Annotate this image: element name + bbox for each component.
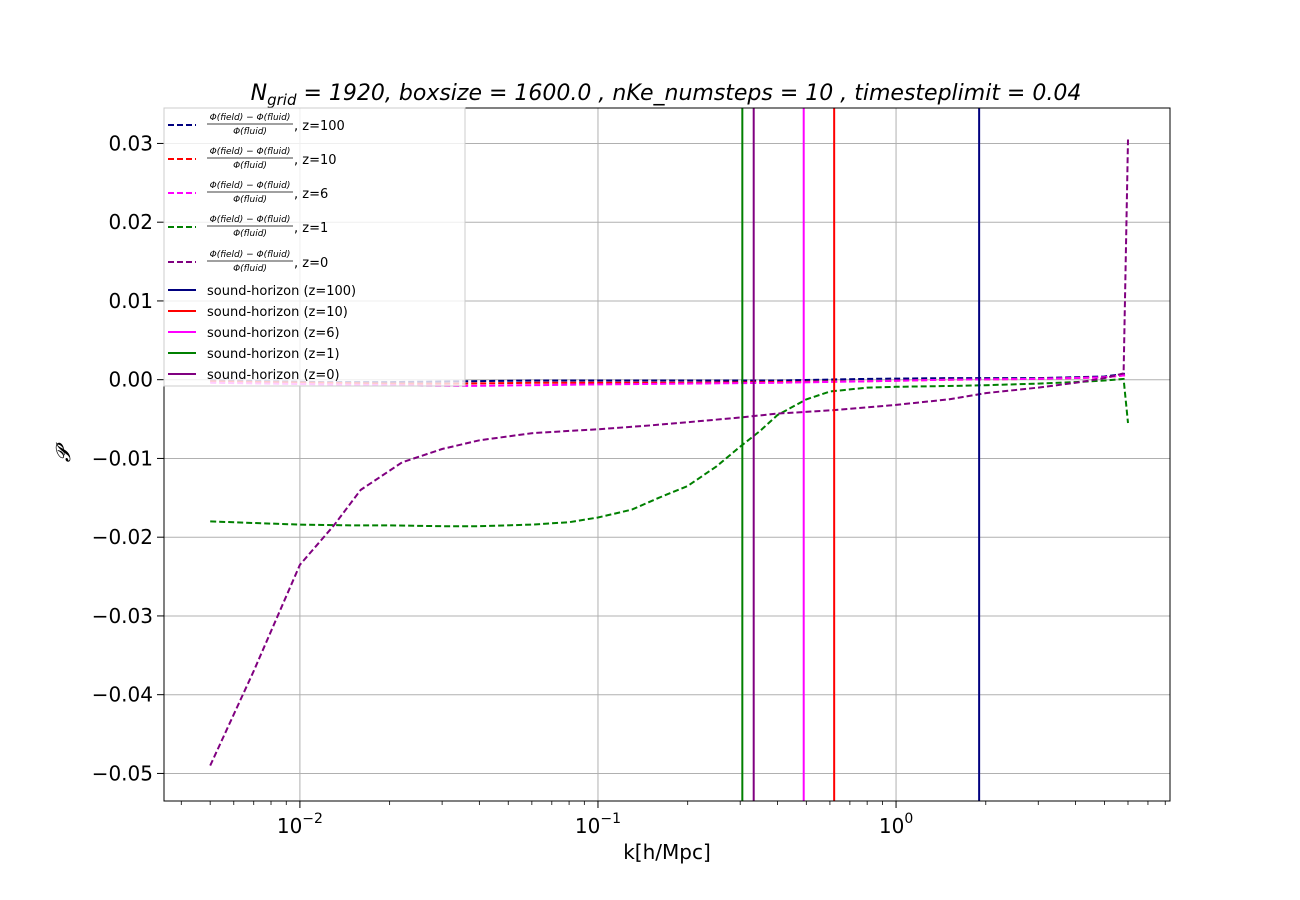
series-lines bbox=[209, 139, 1129, 767]
x-axis-ticks: 10−2 10−1 100 bbox=[277, 801, 913, 838]
legend-fraction-denominator: Φ(fluid) bbox=[233, 127, 267, 137]
legend-fraction-numerator: Φ(field) − Φ(fluid) bbox=[210, 113, 291, 123]
legend: Φ(field) − Φ(fluid)Φ(fluid), z=100Φ(fiel… bbox=[163, 107, 466, 387]
y-tick-label: −0.01 bbox=[92, 446, 153, 470]
y-axis-label: 𝓟 bbox=[51, 442, 75, 462]
legend-fraction-denominator: Φ(fluid) bbox=[233, 229, 267, 239]
legend-fraction-numerator: Φ(field) − Φ(fluid) bbox=[210, 147, 291, 157]
legend-fraction-denominator: Φ(fluid) bbox=[233, 161, 267, 171]
legend-label-sound-horizon-2: sound-horizon (z=6) bbox=[207, 326, 340, 341]
sound-horizon-lines bbox=[741, 108, 981, 801]
x-axis-label: k[h/Mpc] bbox=[623, 840, 711, 864]
legend-fraction-denominator: Φ(fluid) bbox=[233, 195, 267, 205]
legend-fraction-denominator: Φ(fluid) bbox=[233, 264, 267, 274]
plot-frame bbox=[163, 107, 1171, 802]
legend-label-z=1: , z=1 bbox=[294, 221, 328, 236]
legend-label-sound-horizon-0: sound-horizon (z=100) bbox=[207, 284, 356, 299]
legend-label-sound-horizon-3: sound-horizon (z=1) bbox=[207, 347, 340, 362]
legend-label-sound-horizon-1: sound-horizon (z=10) bbox=[207, 305, 348, 320]
legend-label-z=10: , z=10 bbox=[294, 153, 337, 168]
legend-box bbox=[163, 107, 466, 387]
y-tick-label: 0.00 bbox=[108, 368, 153, 392]
series-line-z=6 bbox=[210, 374, 1129, 388]
x-tick-label: 10−1 bbox=[575, 811, 621, 838]
x-tick-label: 10−2 bbox=[277, 811, 323, 838]
legend-label-z=0: , z=0 bbox=[294, 256, 328, 271]
y-tick-label: −0.05 bbox=[92, 761, 153, 785]
y-tick-label: −0.04 bbox=[92, 683, 153, 707]
legend-label-z=100: , z=100 bbox=[294, 119, 345, 134]
chart-title: Ngrid = 1920, boxsize = 1600.0 , nKe_num… bbox=[251, 81, 1082, 109]
legend-label-z=6: , z=6 bbox=[294, 187, 328, 202]
legend-fraction-numerator: Φ(field) − Φ(fluid) bbox=[210, 215, 291, 225]
legend-fraction-numerator: Φ(field) − Φ(fluid) bbox=[210, 181, 291, 191]
y-tick-label: 0.02 bbox=[108, 210, 153, 234]
y-tick-label: 0.01 bbox=[108, 289, 153, 313]
legend-label-sound-horizon-4: sound-horizon (z=0) bbox=[207, 368, 340, 383]
legend-fraction-numerator: Φ(field) − Φ(fluid) bbox=[210, 250, 291, 260]
y-tick-label: −0.03 bbox=[92, 604, 153, 628]
y-tick-label: 0.03 bbox=[108, 131, 153, 155]
series-line-z=1 bbox=[210, 377, 1129, 528]
x-tick-label: 100 bbox=[879, 811, 913, 838]
minor-ticks bbox=[180, 801, 1166, 805]
y-axis-ticks: 0.03 0.02 0.01 0.00 −0.01 −0.02 −0.03 −0.04 −0.0… bbox=[92, 131, 164, 785]
series-line-z=0 bbox=[209, 139, 1129, 767]
y-tick-label: −0.02 bbox=[92, 525, 153, 549]
